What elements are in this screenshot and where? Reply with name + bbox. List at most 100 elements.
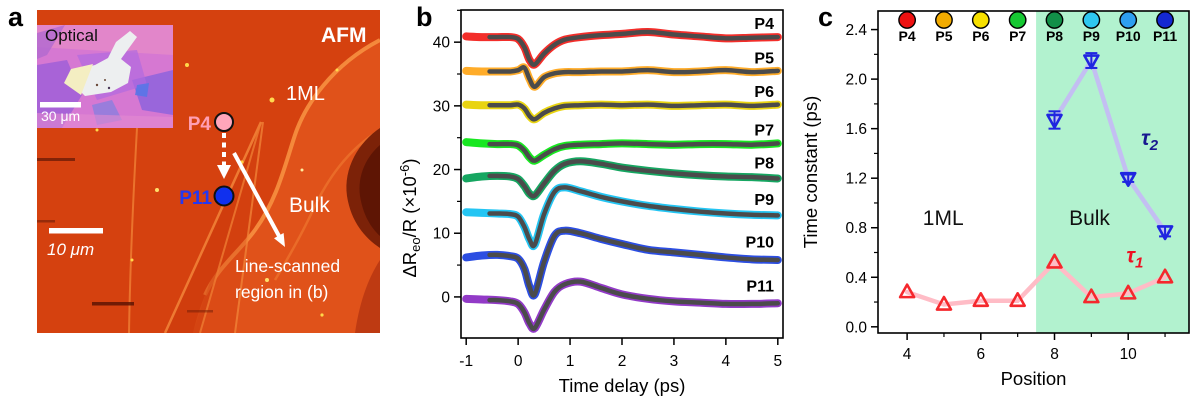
y-tick-label-b: 40	[433, 35, 451, 52]
p4-point-label: P4	[188, 114, 212, 135]
x-tick-label-b: -1	[459, 353, 473, 370]
legend-dot-P10	[1119, 11, 1138, 29]
trace-label-P4: P4	[754, 16, 774, 33]
afm-bulk-region-label: Bulk	[289, 194, 330, 217]
legend-label-P8: P8	[1046, 28, 1063, 44]
x-tick-label-c: 6	[976, 346, 985, 363]
legend-dot-P11	[1156, 11, 1174, 29]
legend-label-P10: P10	[1116, 28, 1141, 44]
bulk-shaded-region	[1036, 11, 1189, 333]
legend-dot-P6	[971, 11, 990, 29]
tau1-marker	[935, 295, 953, 311]
panel-a-letter: a	[8, 2, 24, 32]
afm-micrograph: Optical 30 μm P4 P11 AFM 1ML Bulk Line-s…	[37, 10, 380, 333]
y-tick-label-b: 0	[441, 289, 450, 306]
optical-inset-image: Optical 30 μm	[37, 25, 173, 128]
legend-dot-P4	[898, 11, 917, 29]
inset-scale-bar	[40, 102, 81, 108]
trace-label-P10: P10	[746, 235, 775, 252]
x-tick-label-b: 2	[618, 353, 627, 370]
x-tick-label-b: 1	[566, 353, 575, 370]
legend-dot-P7	[1008, 11, 1027, 29]
panel-c-letter: c	[818, 2, 834, 32]
tau1-marker	[898, 283, 916, 299]
tau1-marker	[1083, 288, 1100, 304]
tau1-marker	[1046, 253, 1063, 269]
legend-dot-P5	[935, 11, 953, 29]
linescan-annotation-line1: Line-scanned	[235, 256, 341, 276]
legend-label-P5: P5	[935, 28, 952, 44]
tau1-label: τ1	[1126, 244, 1143, 271]
y-tick-label-c: 0.8	[845, 220, 867, 237]
y-tick-label-b: 20	[433, 162, 451, 179]
x-axis-label-b: Time delay (ps)	[559, 375, 686, 396]
tau2-marker	[1046, 113, 1063, 129]
y-tick-label-c: 1.6	[845, 121, 867, 138]
trace-P7-fit	[487, 141, 781, 163]
p4-point-marker	[214, 112, 234, 132]
tau2-marker	[1119, 171, 1137, 187]
y-tick-label-b: 30	[433, 98, 451, 115]
trace-P9-fit	[487, 185, 781, 249]
y-tick-label-b: 10	[433, 226, 451, 243]
optical-artwork	[37, 25, 173, 128]
region-label-1ml: 1ML	[923, 207, 964, 230]
panel-b-letter: b	[416, 2, 433, 32]
x-tick-label-c: 4	[903, 346, 912, 363]
trace-label-P5: P5	[754, 50, 774, 67]
linescan-annotation: Line-scanned region in (b)	[235, 253, 340, 305]
tau1-marker	[972, 292, 990, 308]
trace-P10-fit	[487, 228, 781, 298]
legend-label-P9: P9	[1083, 28, 1100, 44]
linescan-annotation-line2: region in (b)	[235, 282, 329, 302]
afm-annotations: P4 P11	[49, 112, 285, 247]
tau1-connector-line	[904, 259, 1168, 307]
x-tick-label-b: 3	[670, 353, 679, 370]
tau2-connector-line	[1052, 55, 1168, 234]
trace-label-P6: P6	[754, 84, 774, 101]
tau1-marker	[1119, 284, 1137, 300]
x-tick-label-b: 0	[514, 353, 523, 370]
legend-dot-P8	[1045, 11, 1064, 29]
trace-P5-fit	[487, 65, 781, 89]
tau1-marker	[1156, 268, 1174, 284]
afm-technique-label: AFM	[321, 24, 367, 47]
y-tick-label-c: 2.4	[845, 22, 867, 39]
trace-P4-fit	[487, 29, 781, 67]
linescan-arrow	[232, 152, 281, 237]
time-constant-chart: 1ML Bulk τ1 τ2 P4 P5 P6 P7 P8 P9 P10 P11 4 6 8 10 0.0 0.4…	[800, 10, 1190, 389]
p11-point-label: P11	[179, 188, 212, 209]
x-axis-label-c: Position	[1001, 368, 1067, 389]
y-tick-label-c: 0.4	[845, 270, 867, 287]
trace-P6-fit	[487, 102, 781, 122]
time-traces-chart: P4 P5 P6 P7 P8 P9 P10 P11 -1 0 1 2 3 4 5 0 10 20 30 40 Time …	[400, 9, 784, 396]
legend-dot-P9	[1082, 11, 1101, 29]
inset-scalebar-label: 30 μm	[41, 108, 81, 124]
afm-scalebar-label: 10 μm	[47, 240, 95, 259]
y-tick-label-c: 0.0	[845, 319, 867, 336]
trace-P8-fit	[487, 159, 781, 199]
dashed-arrowhead	[217, 165, 231, 179]
y-axis-label-b: ΔReo/R (×10-6)	[400, 158, 423, 277]
x-tick-label-b: 4	[722, 353, 731, 370]
p11-point-marker	[213, 185, 235, 207]
tau1-marker	[1009, 292, 1026, 308]
legend-label-P7: P7	[1009, 28, 1026, 44]
x-tick-label-c: 10	[1120, 346, 1138, 363]
x-tick-label-b: 5	[773, 353, 782, 370]
tau2-marker	[1156, 225, 1174, 241]
legend-label-P4: P4	[899, 28, 916, 44]
region-label-bulk: Bulk	[1069, 207, 1110, 230]
legend-label-P6: P6	[972, 28, 989, 44]
tau2-label: τ2	[1141, 127, 1159, 154]
y-axis-label-c: Time constant (ps)	[800, 96, 821, 249]
trace-P11-fit	[487, 279, 781, 332]
y-tick-label-c: 2.0	[845, 72, 867, 89]
tau2-marker	[1083, 54, 1100, 70]
plot-frame-c	[877, 10, 1190, 334]
inset-title: Optical	[45, 26, 98, 45]
afm-scale-bar	[49, 228, 103, 234]
x-tick-label-c: 8	[1050, 346, 1059, 363]
trace-label-P7: P7	[754, 122, 774, 139]
